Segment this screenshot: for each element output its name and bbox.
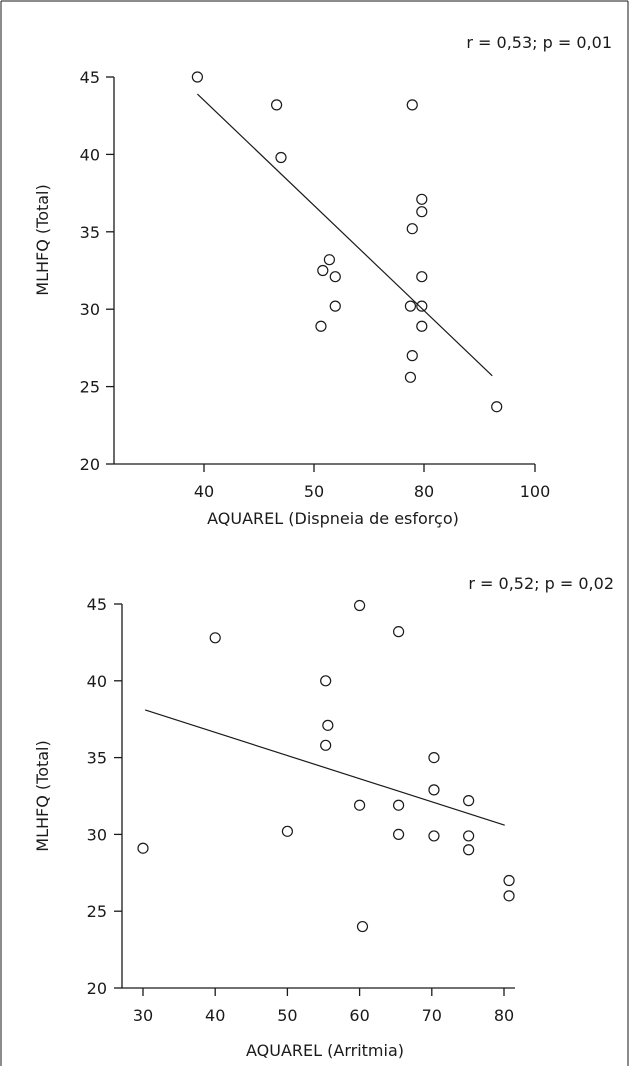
x-tick-label: 80 [414, 482, 434, 501]
y-tick-label: 20 [80, 455, 100, 474]
y-tick-label: 40 [80, 145, 100, 164]
y-tick-label: 35 [87, 749, 107, 768]
data-point [404, 300, 417, 312]
data-point [322, 719, 334, 731]
data-point [137, 842, 149, 854]
data-point [428, 830, 440, 842]
data-point [191, 71, 203, 83]
data-point [329, 271, 341, 283]
data-point [428, 751, 440, 764]
data-point [281, 825, 293, 837]
data-point [315, 320, 327, 332]
y-ticks: 20 25 30 35 40 45 [87, 595, 122, 998]
y-tick-label: 40 [87, 672, 107, 691]
x-tick-label: 70 [422, 1006, 442, 1025]
x-axis-title: AQUAREL (Arritmia) [246, 1041, 404, 1060]
data-point [320, 675, 332, 687]
data-point [406, 99, 418, 111]
y-tick-label: 45 [87, 595, 107, 614]
x-axis-title: AQUAREL (Dispneia de esforço) [207, 509, 459, 528]
data-point [428, 784, 440, 796]
x-tick-label: 80 [494, 1006, 514, 1025]
data-point [404, 371, 417, 383]
y-tick-label: 25 [87, 902, 107, 921]
data-point [323, 254, 335, 266]
data-point [271, 99, 283, 111]
x-ticks: 30 40 50 60 70 80 [133, 988, 514, 1025]
y-tick-label: 30 [80, 300, 100, 319]
y-tick-label: 20 [87, 979, 107, 998]
data-point [416, 300, 428, 312]
data-point [406, 223, 418, 235]
x-tick-label: 40 [205, 1006, 225, 1025]
y-tick-label: 35 [80, 223, 100, 242]
y-tick-label: 30 [87, 825, 107, 844]
scatter-panel-dispneia: 20 25 30 35 40 45 40 50 80 100 r = 0,53; p = 0,0… [33, 33, 612, 528]
x-tick-label: 40 [194, 482, 214, 501]
trend-line [196, 93, 493, 377]
y-axis-title: MLHFQ (Total) [33, 184, 52, 295]
data-points [191, 71, 503, 413]
scatter-panel-arritmia: 20 25 30 35 40 45 30 40 50 60 70 80 r = 0,52; p = … [33, 574, 614, 1060]
stats-annotation: r = 0,53; p = 0,01 [466, 33, 612, 52]
data-point [416, 271, 428, 283]
data-point [354, 799, 366, 811]
x-ticks: 40 50 80 100 [194, 464, 550, 501]
data-point [463, 844, 475, 856]
y-tick-label: 25 [80, 378, 100, 397]
data-point [463, 795, 475, 807]
data-point [275, 151, 287, 164]
data-point [416, 193, 428, 205]
y-tick-label: 45 [80, 68, 100, 87]
y-ticks: 20 25 30 35 40 45 [80, 68, 114, 474]
data-point [356, 920, 369, 933]
data-point [416, 206, 428, 218]
data-point [392, 828, 405, 841]
stats-annotation: r = 0,52; p = 0,02 [468, 574, 614, 593]
data-point [329, 300, 341, 312]
data-point [320, 739, 332, 751]
x-tick-label: 100 [520, 482, 551, 501]
data-point [503, 874, 515, 887]
data-point [491, 401, 503, 413]
data-point [392, 626, 405, 638]
x-tick-label: 50 [277, 1006, 297, 1025]
trend-line [144, 709, 505, 826]
data-point [317, 264, 329, 277]
data-point [354, 599, 366, 612]
data-point [416, 320, 428, 332]
x-tick-label: 60 [349, 1006, 369, 1025]
x-tick-label: 50 [304, 482, 324, 501]
data-point [392, 799, 405, 811]
data-point [503, 890, 515, 902]
data-point [406, 350, 418, 362]
data-point [209, 632, 221, 644]
y-axis-title: MLHFQ (Total) [33, 740, 52, 851]
data-points [137, 599, 515, 933]
x-tick-label: 30 [133, 1006, 153, 1025]
data-point [463, 830, 475, 842]
